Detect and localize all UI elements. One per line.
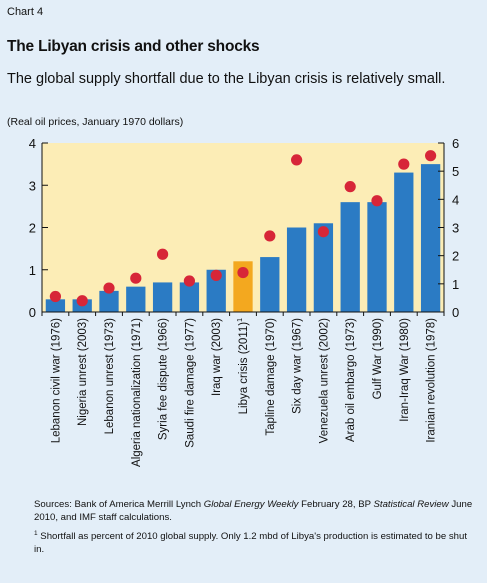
data-point <box>157 248 169 260</box>
chart-subtitle: The global supply shortfall due to the L… <box>7 71 446 87</box>
y-tick-label-right: 4 <box>452 192 459 207</box>
footnote: 1 Shortfall as percent of 2010 global su… <box>34 528 474 556</box>
bar <box>420 164 441 312</box>
y-tick-label-right: 0 <box>452 305 459 320</box>
y-tick-label-left: 2 <box>29 221 36 236</box>
x-tick-label: Iranian revolution (1978) <box>426 318 438 443</box>
data-point <box>371 195 383 207</box>
data-point <box>291 154 303 166</box>
y-tick-label-right: 5 <box>452 164 459 179</box>
x-tick-label: Gulf War (1990) <box>372 318 384 400</box>
data-point <box>237 266 249 279</box>
bar <box>99 290 119 312</box>
bar <box>152 282 173 312</box>
data-point <box>130 272 142 284</box>
bar <box>367 202 387 312</box>
y-tick-label-right: 3 <box>452 221 459 236</box>
y-tick-label-left: 0 <box>29 305 36 320</box>
sources-text-1: Sources: Bank of America Merrill Lynch <box>34 499 204 510</box>
bar-chart: 0 1 2 3 4 0 1 2 3 4 5 6 Lebanon civil war (1976) Nige… <box>29 136 459 467</box>
x-tick-label: Iraq war (2003) <box>211 318 223 396</box>
bar <box>286 227 307 312</box>
sources-publication-1: Global Energy Weekly <box>203 499 299 510</box>
data-point <box>210 269 222 281</box>
sources-text-3: June 2010, and IMF staff calculations. <box>34 499 473 523</box>
x-tick-label: Arab oil embargo (1973) <box>345 318 357 442</box>
data-point <box>344 181 356 193</box>
data-point <box>425 150 437 162</box>
sources-publication-2: Statistical Review <box>373 499 449 510</box>
y-tick-label-left: 1 <box>29 263 36 278</box>
footnote-marker: 1 <box>34 530 38 537</box>
x-tick-label: Lebanon unrest (1973) <box>104 318 116 435</box>
x-tick-label: Six day war (1967) <box>292 318 304 414</box>
x-tick-label: Iran-Iraq War (1980) <box>399 318 411 422</box>
footnote-text: Shortfall as percent of 2010 global supp… <box>34 531 467 555</box>
y-tick-label-left: 4 <box>29 136 36 151</box>
data-point <box>317 226 329 238</box>
bar <box>179 282 200 312</box>
data-point <box>49 290 62 303</box>
units-label: (Real oil prices, January 1970 dollars) <box>7 116 184 128</box>
data-point <box>183 275 195 287</box>
data-point <box>76 295 88 307</box>
bar <box>45 299 66 312</box>
bar <box>126 286 146 312</box>
data-point <box>264 230 276 242</box>
x-tick-label-superscript: 1 <box>237 318 244 322</box>
bar <box>313 223 334 312</box>
chart-number-label: Chart 4 <box>7 6 44 18</box>
sources-text-2: February 28, BP <box>298 499 374 510</box>
x-tick-label: Nigeria unrest (2003) <box>77 318 89 426</box>
data-point <box>103 282 115 294</box>
bar <box>206 269 226 312</box>
x-tick-label: Lebanon civil war (1976) <box>50 318 62 443</box>
bar <box>394 172 414 312</box>
bar <box>340 202 360 312</box>
y-tick-label-right: 1 <box>452 277 459 292</box>
x-tick-label: Saudi fire damage (1977) <box>184 318 196 448</box>
y-tick-label-right: 6 <box>452 136 459 151</box>
sources-note: Sources: Bank of America Merrill Lynch G… <box>34 499 474 524</box>
chart-title: The Libyan crisis and other shocks <box>7 38 260 55</box>
x-tick-label: Algeria nationalization (1971) <box>131 318 143 467</box>
y-tick-label-right: 2 <box>452 249 459 264</box>
x-tick-label: Libya crisis (2011)1 <box>237 318 250 414</box>
x-tick-label: Tapline damage (1970) <box>265 318 277 436</box>
x-tick-label: Syria fee dispute (1966) <box>158 318 170 440</box>
data-point <box>398 158 410 170</box>
x-tick-label: Venezuela unrest (2002) <box>318 318 330 443</box>
y-tick-label-left: 3 <box>29 178 36 193</box>
bar <box>260 257 280 312</box>
